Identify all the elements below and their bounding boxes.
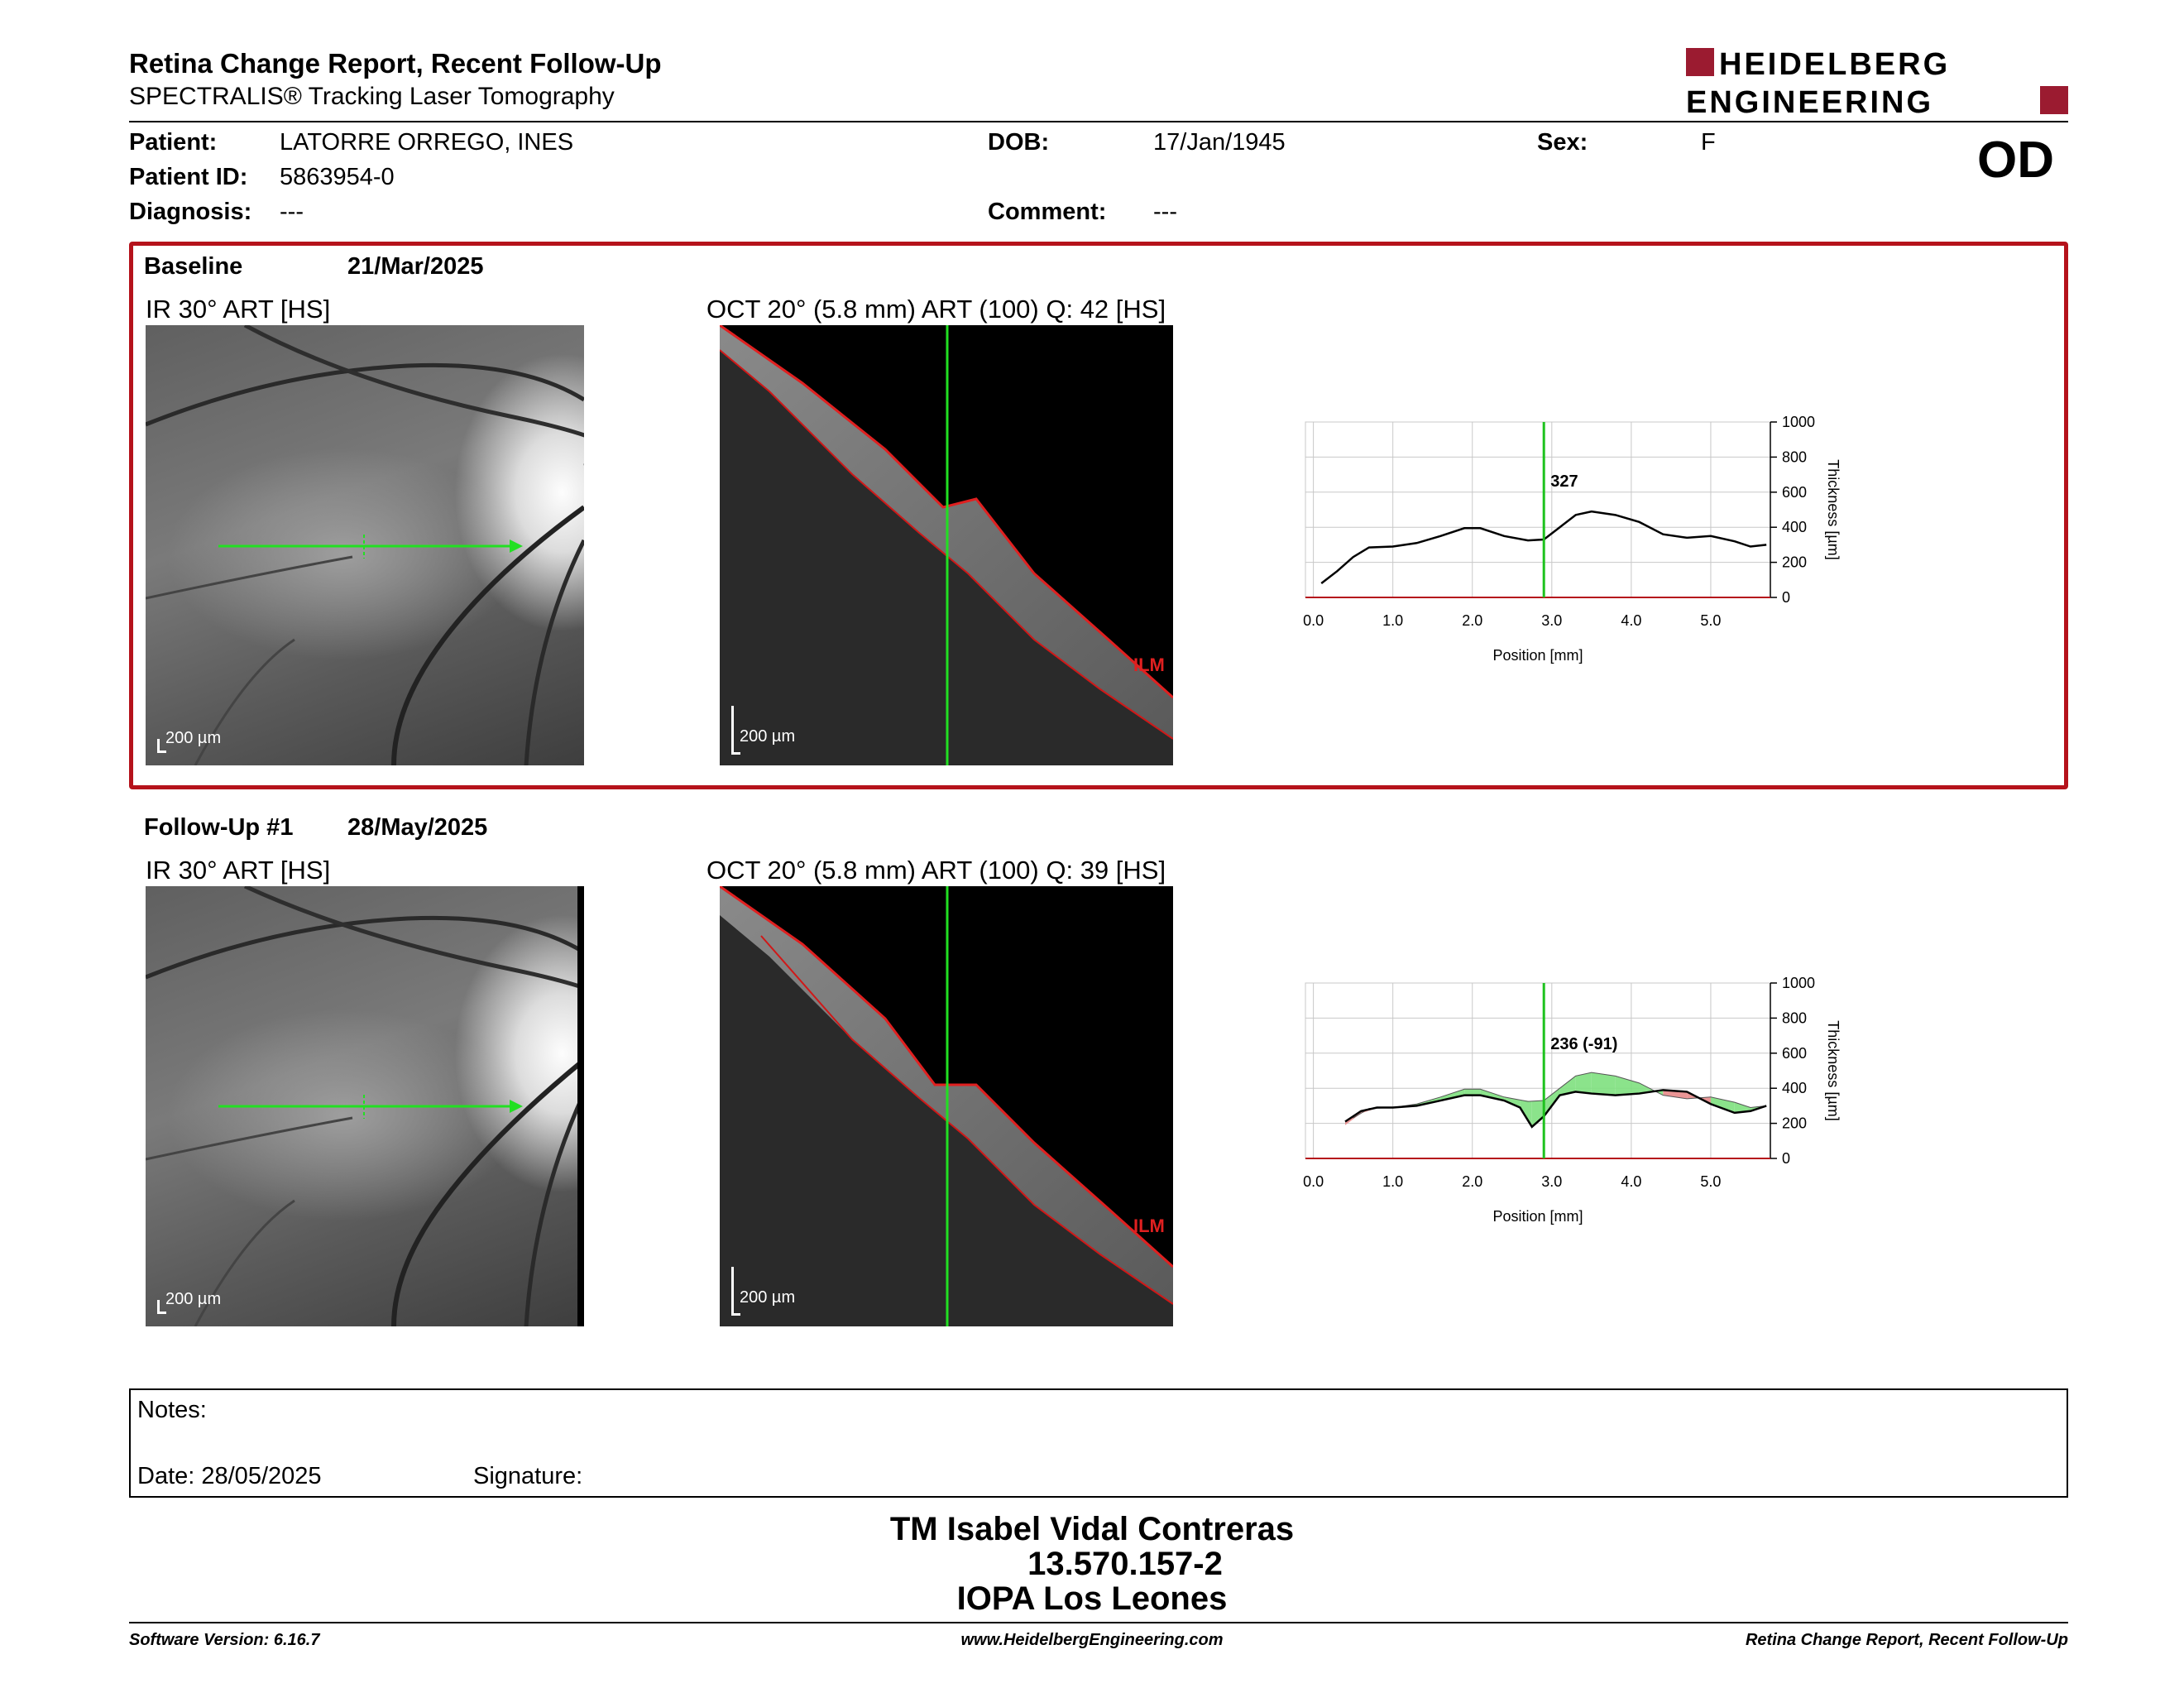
followup-ir-title: IR 30° ART [HS] [146,856,331,885]
svg-text:ILM: ILM [1133,1216,1165,1236]
sex-label: Sex: [1537,129,1588,156]
difference-area [1687,1091,1711,1105]
difference-area [1440,1089,1465,1101]
difference-area [1464,1089,1481,1096]
y-tick-label: 400 [1782,519,1807,535]
y-tick-label: 200 [1782,1115,1807,1132]
scale-bar [157,1300,166,1314]
diagnosis-label: Diagnosis: [129,199,252,225]
x-tick-label: 3.0 [1541,1173,1562,1190]
patient-id: 5863954-0 [280,164,395,190]
baseline-thickness-chart: 0.0 1.0 2.0 3.0 4.0 5.0 0 200 400 600 800 1000 Posit… [1303,414,1842,664]
software-version: Software Version: 6.16.7 [129,1631,320,1649]
x-tick-label: 2.0 [1462,612,1482,629]
sex-value: F [1701,129,1716,156]
dob-label: DOB: [988,129,1050,156]
footer-report-name: Retina Change Report, Recent Follow-Up [1745,1631,2068,1649]
report-subtitle: SPECTRALIS® Tracking Laser Tomography [129,83,615,110]
baseline-ir-image: 200 µm [146,325,584,765]
difference-area [1591,1072,1616,1096]
difference-area [1575,1072,1592,1094]
y-tick-label: 0 [1782,589,1790,606]
plot-area [1305,421,1771,598]
baseline-oct-scale: 200 µm [740,727,796,746]
x-tick-label: 3.0 [1541,612,1562,629]
y-tick-label: 1000 [1782,975,1815,991]
followup-date: 28/May/2025 [347,814,488,841]
y-axis-label: Thickness [µm] [1825,459,1842,559]
baseline-reference-line [1353,1072,1767,1119]
x-tick-label: 0.0 [1303,612,1324,629]
followup-ir-image: 200 µm [146,886,584,1326]
header-rule [129,121,2068,122]
difference-area [1615,1076,1640,1096]
signer-id: 13.570.157-2 [1027,1546,1223,1582]
x-tick-label: 1.0 [1382,612,1403,629]
x-axis-label: Position [mm] [1492,647,1583,664]
followup-oct-title: OCT 20° (5.8 mm) ART (100) Q: 39 [HS] [706,856,1166,885]
report-title: Retina Change Report, Recent Follow-Up [129,48,662,79]
scale-bar [731,706,740,755]
notes-date: Date: 28/05/2025 [137,1463,322,1489]
baseline-ir-scale: 200 µm [165,729,222,747]
y-tick-label: 800 [1782,448,1807,465]
eye-indicator: OD [1977,132,2054,189]
plot-area [1305,982,1771,1159]
baseline-date: 21/Mar/2025 [347,253,484,280]
diagnosis-value: --- [280,199,304,225]
y-tick-label: 600 [1782,1045,1807,1062]
y-tick-label: 400 [1782,1080,1807,1096]
x-tick-label: 1.0 [1382,1173,1403,1190]
x-tick-label: 5.0 [1700,612,1721,629]
notes-box: Notes: Date: 28/05/2025 Signature: [129,1388,2068,1498]
scale-bar [157,739,166,753]
notes-label: Notes: [137,1397,207,1423]
x-axis-label: Position [mm] [1492,1208,1583,1225]
y-tick-label: 1000 [1782,414,1815,430]
baseline-oct-title: OCT 20° (5.8 mm) ART (100) Q: 42 [HS] [706,295,1166,324]
svg-text:ILM: ILM [1133,655,1165,675]
y-tick-label: 0 [1782,1150,1790,1167]
baseline-ir-title: IR 30° ART [HS] [146,295,331,324]
svg-text:HEIDELBERG: HEIDELBERG [1719,47,1950,82]
heidelberg-logo: HEIDELBERG ENGINEERING [1686,47,2068,117]
footer-rule [129,1622,2068,1623]
patient-name: LATORRE ORREGO, INES [280,129,574,156]
difference-area [1734,1102,1751,1113]
scale-bar [731,1267,740,1316]
y-tick-label: 200 [1782,554,1807,571]
patient-id-label: Patient ID: [129,164,248,190]
patient-label: Patient: [129,129,218,156]
website-link[interactable]: www.HeidelbergEngineering.com [960,1631,1224,1649]
x-tick-label: 0.0 [1303,1173,1324,1190]
baseline-frame [129,242,2068,789]
y-tick-label: 600 [1782,484,1807,501]
dob-value: 17/Jan/1945 [1153,129,1286,156]
difference-area [1559,1076,1576,1096]
x-tick-label: 4.0 [1621,612,1641,629]
baseline-label: Baseline [144,253,243,280]
followup-thickness-chart: 0.0 1.0 2.0 3.0 4.0 5.0 0 200 400 600 800 1000 Posit… [1303,975,1842,1225]
followup-oct-image: ILM 200 µm [720,886,1173,1326]
cursor-value-label: 236 (-91) [1550,1035,1617,1053]
y-tick-label: 800 [1782,1009,1807,1026]
x-tick-label: 5.0 [1700,1173,1721,1190]
signature-label: Signature: [473,1463,583,1489]
signer-institution: IOPA Los Leones [956,1580,1228,1617]
followup-oct-scale: 200 µm [740,1288,796,1307]
comment-label: Comment: [988,199,1107,225]
cursor-value-label: 327 [1550,472,1578,491]
difference-area [1531,1101,1545,1127]
baseline-oct-image: ILM 200 µm [720,325,1173,765]
difference-area [1480,1089,1505,1101]
y-axis-label: Thickness [µm] [1825,1020,1842,1120]
followup-label: Follow-Up #1 [144,814,294,841]
svg-text:ENGINEERING: ENGINEERING [1686,85,1933,117]
difference-area [1544,1088,1560,1117]
comment-value: --- [1153,199,1177,225]
followup-ir-scale: 200 µm [165,1290,222,1308]
x-tick-label: 2.0 [1462,1173,1482,1190]
signer-name: TM Isabel Vidal Contreras [889,1511,1295,1547]
x-tick-label: 4.0 [1621,1173,1641,1190]
